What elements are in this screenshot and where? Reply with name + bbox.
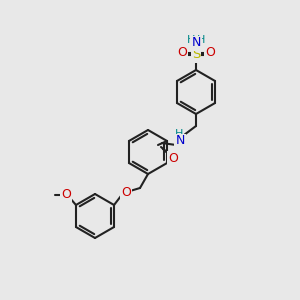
Text: H: H: [187, 35, 195, 45]
Text: O: O: [205, 46, 215, 59]
Text: O: O: [121, 185, 131, 199]
Text: O: O: [177, 46, 187, 59]
Text: S: S: [192, 49, 200, 62]
Text: O: O: [168, 152, 178, 164]
Text: H: H: [175, 129, 183, 139]
Text: H: H: [197, 35, 205, 45]
Text: N: N: [191, 37, 201, 50]
Text: O: O: [61, 188, 71, 200]
Text: N: N: [175, 134, 185, 148]
